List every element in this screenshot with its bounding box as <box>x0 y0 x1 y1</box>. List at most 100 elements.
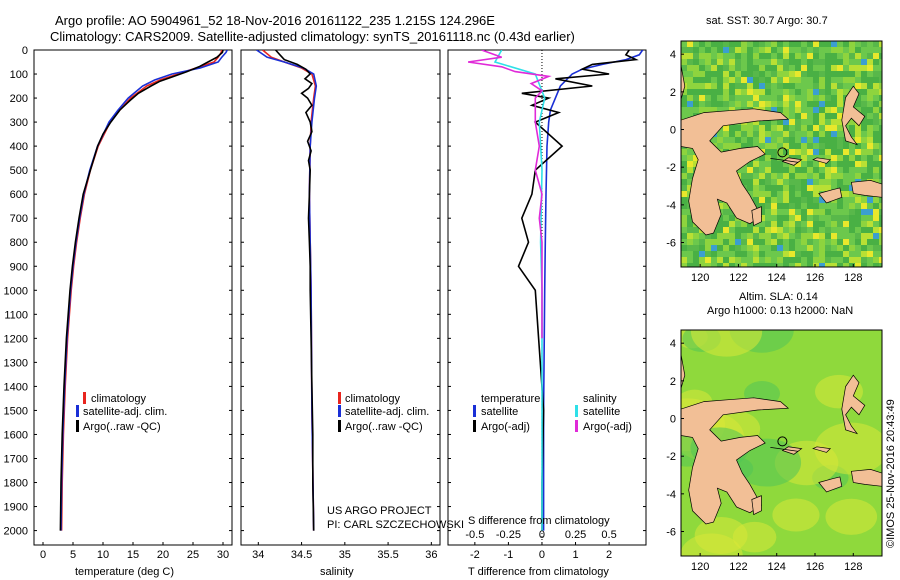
sst-cell <box>819 125 825 131</box>
sst-cell <box>801 59 807 65</box>
sst-cell <box>807 137 813 143</box>
sst-cell <box>819 71 825 77</box>
sst-cell <box>837 161 843 167</box>
sst-cell <box>849 167 855 173</box>
sst-cell <box>855 203 861 209</box>
sst-cell <box>837 209 843 215</box>
sst-cell <box>879 179 882 185</box>
sst-cell <box>867 59 873 65</box>
sst-cell <box>831 59 837 65</box>
lon-tick-label: 120 <box>691 561 709 573</box>
sst-cell <box>765 197 771 203</box>
temperature-series <box>59 50 228 531</box>
sst-cell <box>759 191 765 197</box>
sst-cell <box>741 263 747 267</box>
sst-cell <box>849 161 855 167</box>
sst-cell <box>717 233 723 239</box>
sst-cell <box>837 71 843 77</box>
sst-cell <box>873 227 879 233</box>
sst-cell <box>681 65 687 71</box>
sst-cell <box>795 155 801 161</box>
sst-cell <box>783 119 789 125</box>
sst-cell <box>693 155 699 161</box>
sst-cell <box>825 53 831 59</box>
sst-cell <box>873 65 879 71</box>
sst-cell <box>699 245 705 251</box>
sst-cell <box>693 107 699 113</box>
sst-cell <box>789 149 795 155</box>
sst-cell <box>873 119 879 125</box>
sst-cell <box>795 119 801 125</box>
sst-cell <box>831 155 837 161</box>
sst-cell <box>777 47 783 53</box>
sst-cell <box>759 179 765 185</box>
sst-cell <box>813 161 819 167</box>
sst-cell <box>681 53 687 59</box>
sst-cell <box>825 95 831 101</box>
sst-cell <box>843 203 849 209</box>
legend-climatology: climatology <box>91 393 147 405</box>
sst-cell <box>843 155 849 161</box>
sst-cell <box>783 179 789 185</box>
sst-cell <box>771 215 777 221</box>
sst-cell <box>795 233 801 239</box>
sst-cell <box>759 143 765 149</box>
sst-cell <box>837 83 843 89</box>
sst-cell <box>759 173 765 179</box>
sst-cell <box>759 233 765 239</box>
sst-cell <box>819 53 825 59</box>
sst-cell <box>783 209 789 215</box>
sst-cell <box>819 65 825 71</box>
sst-cell <box>747 185 753 191</box>
sst-cell <box>843 59 849 65</box>
sst-cell <box>861 71 867 77</box>
sst-cell <box>813 209 819 215</box>
sst-cell <box>699 83 705 89</box>
sst-cell <box>831 233 837 239</box>
sst-cell <box>807 203 813 209</box>
sst-cell <box>765 71 771 77</box>
sst-cell <box>771 107 777 113</box>
sst-cell <box>789 233 795 239</box>
lat-tick-label: -2 <box>666 162 676 174</box>
land <box>850 180 882 198</box>
sst-cell <box>741 125 747 131</box>
sst-cell <box>831 167 837 173</box>
sst-cell <box>867 101 873 107</box>
sst-cell <box>681 209 687 215</box>
sst-cell <box>735 227 741 233</box>
sst-cell <box>855 131 861 137</box>
diff-t-argo-line <box>517 50 639 531</box>
sst-cell <box>825 161 831 167</box>
imos-stamp: ©IMOS 25-Nov-2016 20:43:49 <box>885 399 897 548</box>
sst-cell <box>813 221 819 227</box>
sst-cell <box>879 41 882 47</box>
depth-tick-label: 200 <box>10 93 28 105</box>
sst-cell <box>693 161 699 167</box>
sla-blob <box>732 521 777 553</box>
sst-cell <box>879 95 882 101</box>
sst-cell <box>831 227 837 233</box>
sst-cell <box>879 245 882 251</box>
sst-cell <box>837 65 843 71</box>
sst-cell <box>681 167 687 173</box>
sst-cell <box>855 221 861 227</box>
sst-cell <box>687 71 693 77</box>
sst-cell <box>867 257 873 263</box>
sst-cell <box>777 209 783 215</box>
sst-cell <box>873 59 879 65</box>
sst-cell <box>789 185 795 191</box>
depth-tick-label: 1400 <box>4 381 28 393</box>
sst-cell <box>795 89 801 95</box>
sst-cell <box>825 89 831 95</box>
sst-cell <box>801 203 807 209</box>
sst-cell <box>849 191 855 197</box>
sst-cell <box>765 233 771 239</box>
sst-cell <box>819 41 825 47</box>
sst-cell <box>861 203 867 209</box>
sst-cell <box>813 101 819 107</box>
sst-cell <box>765 47 771 53</box>
sst-cell <box>867 53 873 59</box>
sst-cell <box>771 191 777 197</box>
sst-cell <box>873 203 879 209</box>
